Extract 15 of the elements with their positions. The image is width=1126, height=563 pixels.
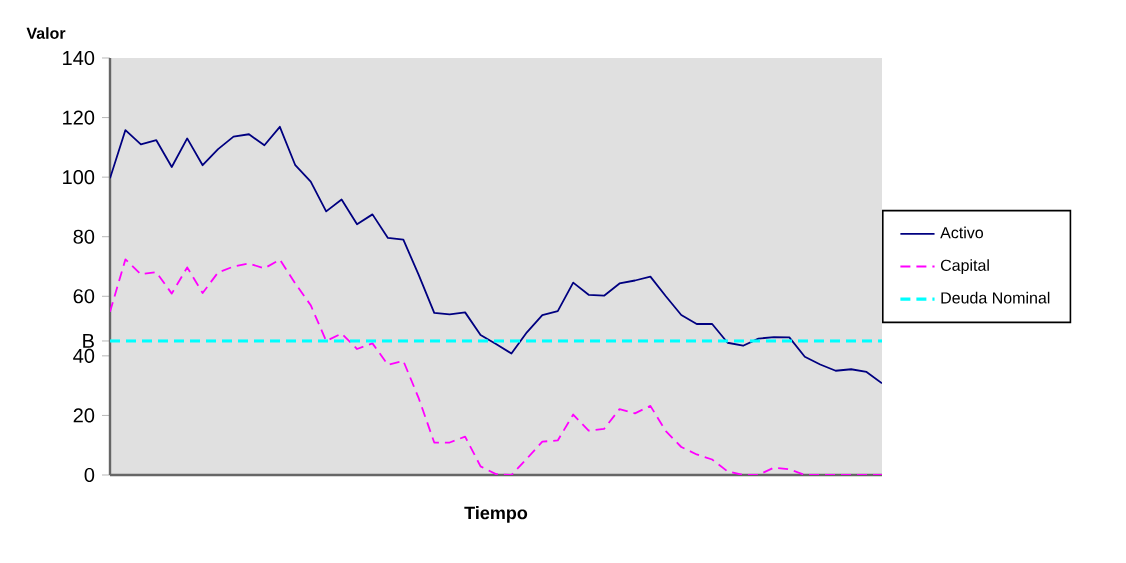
- y-tick-label: 120: [63, 110, 95, 125]
- y-tick-label: 80: [73, 229, 95, 244]
- x-axis-title: Tiempo: [464, 506, 528, 523]
- y-tick-label: 100: [63, 170, 95, 185]
- line-series: [110, 125, 882, 385]
- y-tick-label: 0: [84, 467, 95, 483]
- y-tick-label: B: [83, 334, 94, 348]
- legend-label: Deuda Nominal: [941, 291, 1050, 304]
- y-tick-label: 140: [63, 50, 95, 66]
- legend-label: Capital: [940, 259, 989, 275]
- y-axis-title: Valor: [26, 27, 66, 39]
- legend-label: Activo: [940, 226, 984, 239]
- y-tick-label: 40: [73, 348, 95, 363]
- y-tick-label: 60: [73, 289, 95, 304]
- y-tick-label: 20: [73, 408, 95, 423]
